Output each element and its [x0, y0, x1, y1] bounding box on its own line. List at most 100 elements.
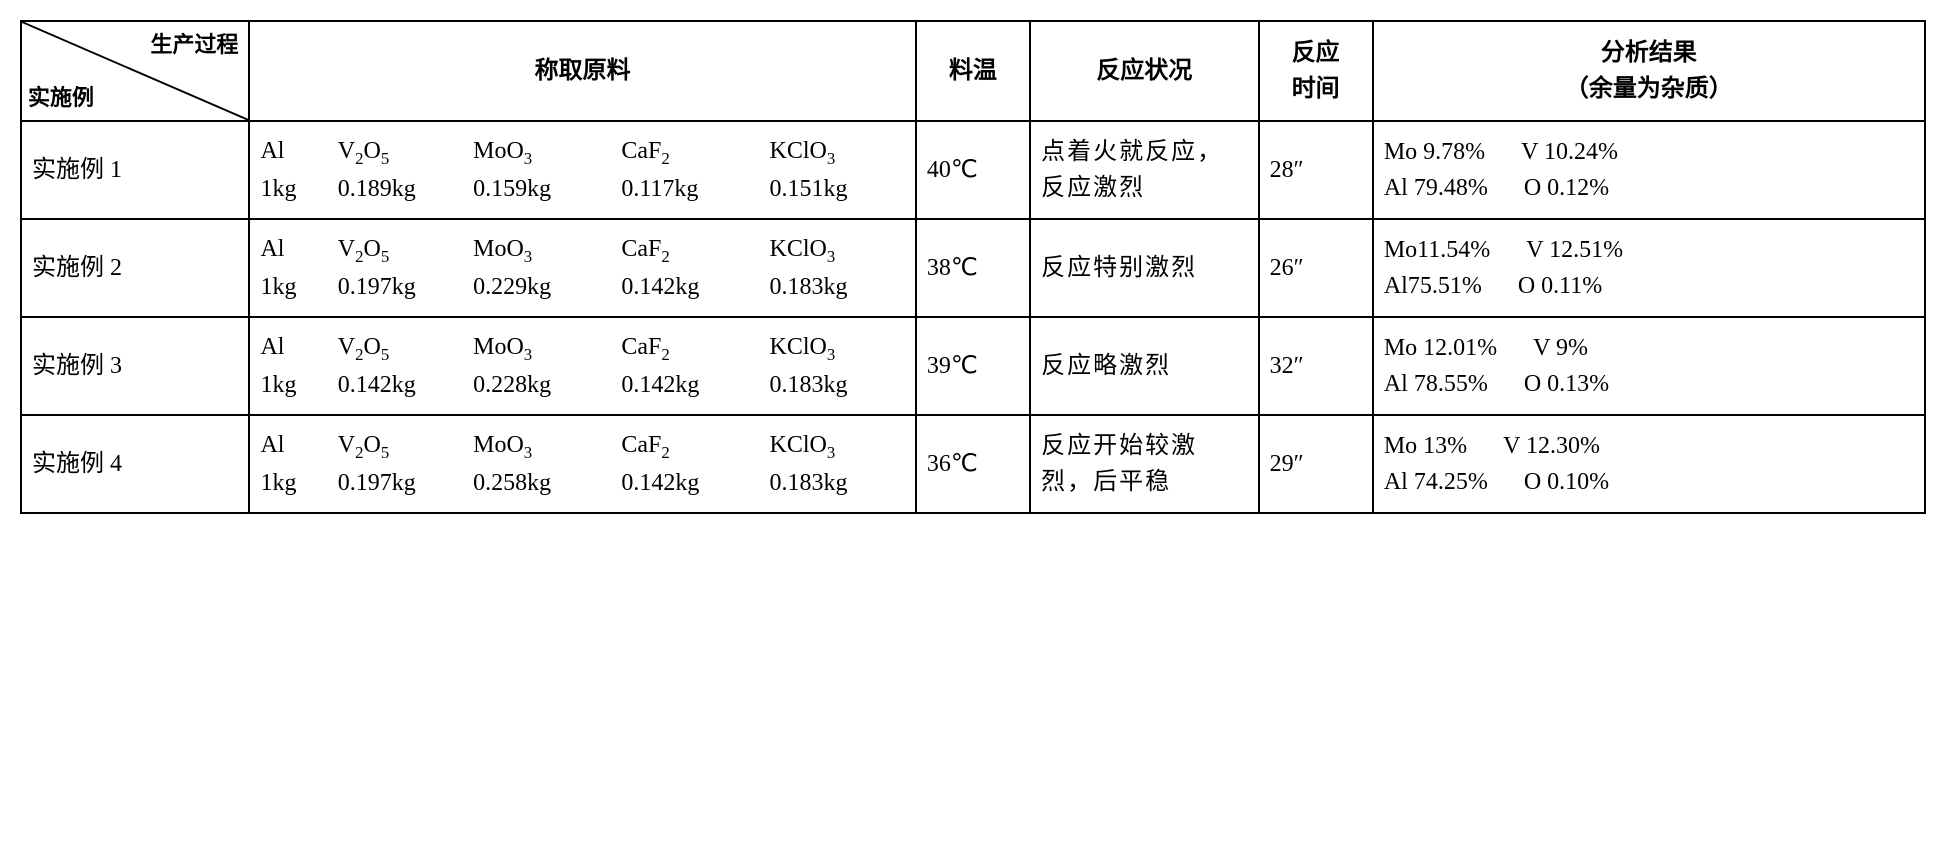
result-al: Al 79.48%: [1384, 170, 1488, 206]
header-result-line1: 分析结果: [1384, 35, 1914, 71]
example-number: 1: [104, 157, 122, 183]
example-number: 3: [104, 353, 122, 379]
material-caf2-value: 0.142kg: [621, 269, 769, 305]
temperature-cell: 40℃: [916, 121, 1030, 219]
header-condition: 反应状况: [1030, 21, 1258, 121]
example-label: 实施例: [32, 157, 104, 183]
example-cell: 实施例 2: [21, 219, 249, 317]
material-al-label: Al: [260, 231, 337, 269]
header-time: 反应 时间: [1259, 21, 1373, 121]
materials-cell: Al V2O5 MoO3 CaF2 KClO3 1kg 0.197kg 0.22…: [249, 219, 915, 317]
result-al: Al 78.55%: [1384, 366, 1488, 402]
time-cell: 29″: [1259, 415, 1373, 513]
result-cell: Mo 12.01% V 9% Al 78.55% O 0.13%: [1373, 317, 1925, 415]
table-row: 实施例 4 Al V2O5 MoO3 CaF2 KClO3 1kg 0.197k…: [21, 415, 1925, 513]
material-values-row: 1kg 0.197kg 0.229kg 0.142kg 0.183kg: [260, 269, 904, 305]
materials-cell: Al V2O5 MoO3 CaF2 KClO3 1kg 0.189kg 0.15…: [249, 121, 915, 219]
material-moo3-value: 0.258kg: [473, 465, 621, 501]
result-v: V 9%: [1533, 330, 1588, 366]
diagonal-header-cell: 生产过程 实施例: [21, 21, 249, 121]
time-cell: 32″: [1259, 317, 1373, 415]
example-cell: 实施例 3: [21, 317, 249, 415]
material-kclo3-label: KClO3: [770, 231, 905, 269]
header-materials: 称取原料: [249, 21, 915, 121]
material-moo3-label: MoO3: [473, 427, 621, 465]
materials-cell: Al V2O5 MoO3 CaF2 KClO3 1kg 0.197kg 0.25…: [249, 415, 915, 513]
material-v2o5-value: 0.197kg: [338, 269, 473, 305]
table-row: 实施例 2 Al V2O5 MoO3 CaF2 KClO3 1kg 0.197k…: [21, 219, 1925, 317]
material-kclo3-value: 0.183kg: [770, 367, 905, 403]
result-cell: Mo 13% V 12.30% Al 74.25% O 0.10%: [1373, 415, 1925, 513]
materials-cell: Al V2O5 MoO3 CaF2 KClO3 1kg 0.142kg 0.22…: [249, 317, 915, 415]
material-values-row: 1kg 0.142kg 0.228kg 0.142kg 0.183kg: [260, 367, 904, 403]
result-al: Al 74.25%: [1384, 464, 1488, 500]
header-time-line1: 反应: [1270, 35, 1362, 71]
material-caf2-label: CaF2: [621, 133, 769, 171]
material-al-label: Al: [260, 329, 337, 367]
table-header-row: 生产过程 实施例 称取原料 料温 反应状况 反应 时间 分析结果 （余量为杂质）: [21, 21, 1925, 121]
result-row2: Al 79.48% O 0.12%: [1384, 170, 1914, 206]
material-caf2-label: CaF2: [621, 427, 769, 465]
result-v: V 12.51%: [1526, 232, 1623, 268]
material-caf2-label: CaF2: [621, 231, 769, 269]
experiment-table-container: 生产过程 实施例 称取原料 料温 反应状况 反应 时间 分析结果 （余量为杂质）…: [20, 20, 1926, 514]
example-label: 实施例: [32, 255, 104, 281]
result-cell: Mo 9.78% V 10.24% Al 79.48% O 0.12%: [1373, 121, 1925, 219]
material-al-value: 1kg: [260, 171, 337, 207]
material-al-value: 1kg: [260, 367, 337, 403]
experiment-table: 生产过程 实施例 称取原料 料温 反应状况 反应 时间 分析结果 （余量为杂质）…: [20, 20, 1926, 514]
result-row1: Mo11.54% V 12.51%: [1384, 232, 1914, 268]
result-al: Al75.51%: [1384, 268, 1482, 304]
header-example: 实施例: [28, 81, 94, 114]
material-kclo3-value: 0.183kg: [770, 269, 905, 305]
material-moo3-label: MoO3: [473, 329, 621, 367]
example-cell: 实施例 4: [21, 415, 249, 513]
result-row2: Al75.51% O 0.11%: [1384, 268, 1914, 304]
result-v: V 10.24%: [1521, 134, 1618, 170]
result-o: O 0.12%: [1524, 170, 1609, 206]
material-moo3-value: 0.159kg: [473, 171, 621, 207]
material-moo3-label: MoO3: [473, 231, 621, 269]
result-row1: Mo 13% V 12.30%: [1384, 428, 1914, 464]
material-moo3-label: MoO3: [473, 133, 621, 171]
header-production-process: 生产过程: [150, 28, 238, 61]
condition-cell: 反应略激烈: [1030, 317, 1258, 415]
result-mo: Mo 13%: [1384, 428, 1467, 464]
material-v2o5-value: 0.142kg: [338, 367, 473, 403]
result-o: O 0.11%: [1518, 268, 1602, 304]
result-cell: Mo11.54% V 12.51% Al75.51% O 0.11%: [1373, 219, 1925, 317]
material-al-value: 1kg: [260, 465, 337, 501]
result-v: V 12.30%: [1503, 428, 1600, 464]
material-v2o5-value: 0.189kg: [338, 171, 473, 207]
material-v2o5-label: V2O5: [338, 329, 473, 367]
material-values-row: 1kg 0.197kg 0.258kg 0.142kg 0.183kg: [260, 465, 904, 501]
material-kclo3-label: KClO3: [770, 427, 905, 465]
result-o: O 0.10%: [1524, 464, 1609, 500]
material-v2o5-value: 0.197kg: [338, 465, 473, 501]
material-caf2-value: 0.142kg: [621, 367, 769, 403]
result-mo: Mo 12.01%: [1384, 330, 1497, 366]
material-kclo3-label: KClO3: [770, 329, 905, 367]
result-row1: Mo 12.01% V 9%: [1384, 330, 1914, 366]
material-labels-row: Al V2O5 MoO3 CaF2 KClO3: [260, 427, 904, 465]
header-result: 分析结果 （余量为杂质）: [1373, 21, 1925, 121]
time-cell: 26″: [1259, 219, 1373, 317]
condition-cell: 点着火就反应，反应激烈: [1030, 121, 1258, 219]
temperature-cell: 39℃: [916, 317, 1030, 415]
material-caf2-label: CaF2: [621, 329, 769, 367]
material-v2o5-label: V2O5: [338, 133, 473, 171]
header-temperature: 料温: [916, 21, 1030, 121]
material-kclo3-value: 0.183kg: [770, 465, 905, 501]
table-row: 实施例 1 Al V2O5 MoO3 CaF2 KClO3 1kg 0.189k…: [21, 121, 1925, 219]
result-row2: Al 74.25% O 0.10%: [1384, 464, 1914, 500]
material-caf2-value: 0.117kg: [621, 171, 769, 207]
material-v2o5-label: V2O5: [338, 231, 473, 269]
condition-cell: 反应特别激烈: [1030, 219, 1258, 317]
material-moo3-value: 0.229kg: [473, 269, 621, 305]
material-al-label: Al: [260, 133, 337, 171]
result-o: O 0.13%: [1524, 366, 1609, 402]
material-labels-row: Al V2O5 MoO3 CaF2 KClO3: [260, 133, 904, 171]
time-cell: 28″: [1259, 121, 1373, 219]
material-al-label: Al: [260, 427, 337, 465]
table-row: 实施例 3 Al V2O5 MoO3 CaF2 KClO3 1kg 0.142k…: [21, 317, 1925, 415]
